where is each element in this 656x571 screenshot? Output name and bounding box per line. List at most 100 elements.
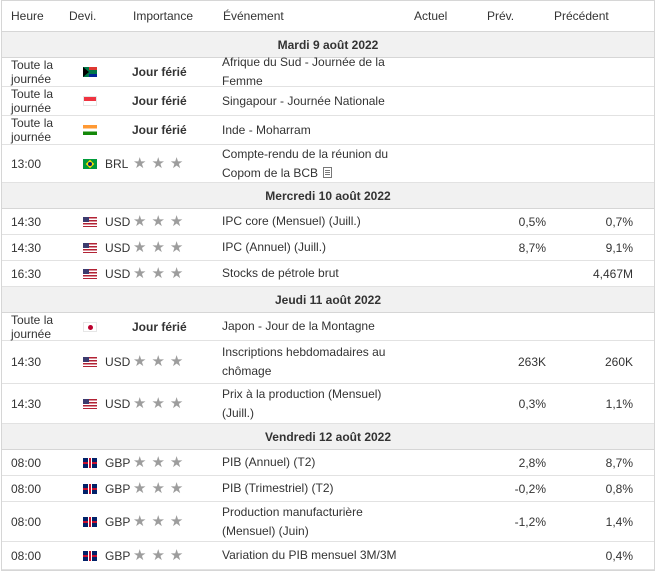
- event-row[interactable]: 14:30 USD ★ ★ ★ Prix à la production (Mensuel…: [2, 384, 654, 424]
- currency-code: GBP: [105, 548, 131, 563]
- header-actual[interactable]: Actuel: [414, 9, 448, 23]
- importance-stars: ★ ★ ★: [132, 212, 222, 230]
- event-time: Toute la journée: [11, 116, 54, 144]
- importance-stars: ★ ★ ★: [132, 238, 222, 256]
- event-previous: 1,1%: [605, 396, 633, 411]
- event-forecast: -0,2%: [514, 481, 546, 496]
- event-name[interactable]: IPC (Annuel) (Juill.): [222, 240, 327, 254]
- event-currency-cell: [68, 125, 132, 135]
- star-icon: ★: [133, 154, 147, 172]
- event-time: Toute la journée: [11, 87, 54, 115]
- event-row[interactable]: 08:00 GBP ★ ★ ★ Production manufacturière (Me…: [2, 502, 654, 542]
- event-name[interactable]: Production manufacturière (Mensuel) (Jui…: [222, 504, 363, 538]
- event-row[interactable]: Toute la journée Jour férié Afrique du Sud…: [2, 55, 654, 88]
- event-row[interactable]: 16:30 USD ★ ★ ★ Stocks de pétrole brut 4,467M: [2, 261, 654, 287]
- event-forecast: -1,2%: [514, 514, 546, 529]
- event-name-cell[interactable]: IPC (Annuel) (Juill.): [222, 238, 414, 257]
- event-row[interactable]: 14:30 USD ★ ★ ★ Inscriptions hebdomadaires au…: [2, 341, 654, 384]
- event-name[interactable]: Singapour - Journée Nationale: [222, 93, 385, 108]
- table-body: Mardi 9 août 2022 Toute la journée Jour fé…: [2, 32, 654, 570]
- currency-code: USD: [105, 214, 131, 229]
- event-name-cell[interactable]: Inscriptions hebdomadaires au chômage: [222, 343, 414, 381]
- event-name[interactable]: Variation du PIB mensuel 3M/3M: [222, 548, 397, 562]
- uk-flag-icon: [83, 516, 97, 527]
- header-currency[interactable]: Devi.: [69, 9, 97, 23]
- currency-code: USD: [105, 240, 131, 255]
- event-name-cell[interactable]: Production manufacturière (Mensuel) (Jui…: [222, 503, 414, 541]
- event-name-cell[interactable]: Singapour - Journée Nationale: [222, 92, 414, 111]
- holiday-label: Jour férié: [132, 319, 187, 334]
- holiday-label: Jour férié: [132, 65, 187, 79]
- header-importance[interactable]: Importance: [133, 9, 194, 23]
- event-name-cell[interactable]: Stocks de pétrole brut: [222, 264, 414, 283]
- event-time: Toute la journée: [11, 58, 54, 86]
- event-forecast: 0,5%: [518, 214, 546, 229]
- event-row[interactable]: 14:30 USD ★ ★ ★ IPC core (Mensuel) (Juill.) 0,…: [2, 209, 654, 235]
- event-previous: 0,4%: [605, 548, 633, 563]
- header-event[interactable]: Événement: [223, 8, 284, 23]
- event-name[interactable]: Stocks de pétrole brut: [222, 266, 339, 280]
- header-forecast[interactable]: Prév.: [487, 9, 515, 23]
- star-icon: ★: [151, 154, 165, 172]
- event-name[interactable]: PIB (Trimestriel) (T2): [222, 481, 334, 495]
- document-icon[interactable]: [323, 166, 333, 178]
- event-time: 16:30: [11, 266, 42, 281]
- event-name[interactable]: Inde - Moharram: [222, 122, 311, 137]
- event-name[interactable]: IPC core (Mensuel) (Juill.): [222, 214, 361, 228]
- header-time[interactable]: Heure: [11, 9, 44, 23]
- holiday-label: Jour férié: [132, 123, 187, 137]
- table-header: Heure Devi. Importance Événement Actuel …: [2, 1, 654, 32]
- event-name-cell[interactable]: PIB (Annuel) (T2): [222, 453, 414, 472]
- star-icon: ★: [169, 212, 184, 230]
- event-previous: 0,7%: [605, 214, 633, 229]
- usa-flag-icon: [83, 268, 97, 279]
- event-forecast: 0,3%: [518, 396, 546, 411]
- japan-flag-icon: [83, 321, 97, 332]
- currency-code: USD: [105, 266, 131, 281]
- importance-stars: ★ ★ ★: [132, 354, 222, 369]
- event-name[interactable]: Prix à la production (Mensuel) (Juill.): [222, 386, 382, 420]
- event-name-cell[interactable]: Afrique du Sud - Journée de la Femme: [222, 53, 414, 91]
- event-name[interactable]: PIB (Annuel) (T2): [222, 455, 316, 469]
- event-forecast: 8,7%: [518, 240, 546, 255]
- event-row[interactable]: Toute la journée Jour férié Inde - Moharra…: [2, 116, 654, 145]
- event-name[interactable]: Compte-rendu de la réunion du Copom de l…: [222, 146, 389, 180]
- currency-code: GBP: [105, 481, 131, 496]
- event-name-cell[interactable]: Variation du PIB mensuel 3M/3M: [222, 546, 414, 565]
- uk-flag-icon: [83, 483, 97, 494]
- event-name[interactable]: Inscriptions hebdomadaires au chômage: [222, 345, 386, 378]
- event-name-cell[interactable]: Compte-rendu de la réunion du Copom de l…: [222, 145, 414, 183]
- star-icon: ★: [133, 238, 147, 256]
- event-time: 13:00: [11, 156, 42, 171]
- event-name-cell[interactable]: PIB (Trimestriel) (T2): [222, 479, 414, 498]
- event-row[interactable]: 13:00 BRL ★ ★ ★ Compte-rendu de la réunion du…: [2, 145, 654, 183]
- star-icon: ★: [133, 546, 147, 564]
- event-name-cell[interactable]: IPC core (Mensuel) (Juill.): [222, 212, 414, 231]
- event-previous: 260K: [604, 355, 633, 369]
- event-row[interactable]: Toute la journée Jour férié Japon - Jour d…: [2, 313, 654, 341]
- event-forecast: 263K: [517, 355, 546, 369]
- event-row[interactable]: Toute la journée Jour férié Singapour - Jo…: [2, 87, 654, 116]
- event-name[interactable]: Afrique du Sud - Journée de la Femme: [222, 55, 385, 88]
- event-currency-cell: [68, 67, 132, 77]
- event-time: 08:00: [11, 548, 42, 563]
- usa-flag-icon: [83, 216, 97, 227]
- event-name[interactable]: Japon - Jour de la Montagne: [222, 319, 375, 333]
- event-currency-cell: USD: [68, 215, 132, 229]
- star-icon: ★: [151, 512, 165, 530]
- header-previous[interactable]: Précédent: [554, 9, 609, 23]
- importance-stars: ★ ★ ★: [132, 512, 222, 530]
- event-name-cell[interactable]: Prix à la production (Mensuel) (Juill.): [222, 385, 414, 423]
- event-row[interactable]: 08:00 GBP ★ ★ ★ PIB (Trimestriel) (T2) -0,2% 0,…: [2, 476, 654, 502]
- event-name-cell[interactable]: Inde - Moharram: [222, 121, 414, 140]
- event-currency-cell: GBP: [68, 549, 132, 563]
- event-name-cell[interactable]: Japon - Jour de la Montagne: [222, 317, 414, 336]
- day-separator: Mercredi 10 août 2022: [2, 183, 654, 209]
- brazil-flag-icon: [83, 158, 97, 169]
- event-row[interactable]: 08:00 GBP ★ ★ ★ PIB (Annuel) (T2) 2,8% 8,7%: [2, 450, 654, 476]
- event-row[interactable]: 14:30 USD ★ ★ ★ IPC (Annuel) (Juill.) 8,7% 9,1%: [2, 235, 654, 261]
- star-icon: ★: [133, 264, 147, 282]
- event-currency-cell: USD: [68, 241, 132, 255]
- event-currency-cell: USD: [68, 397, 132, 411]
